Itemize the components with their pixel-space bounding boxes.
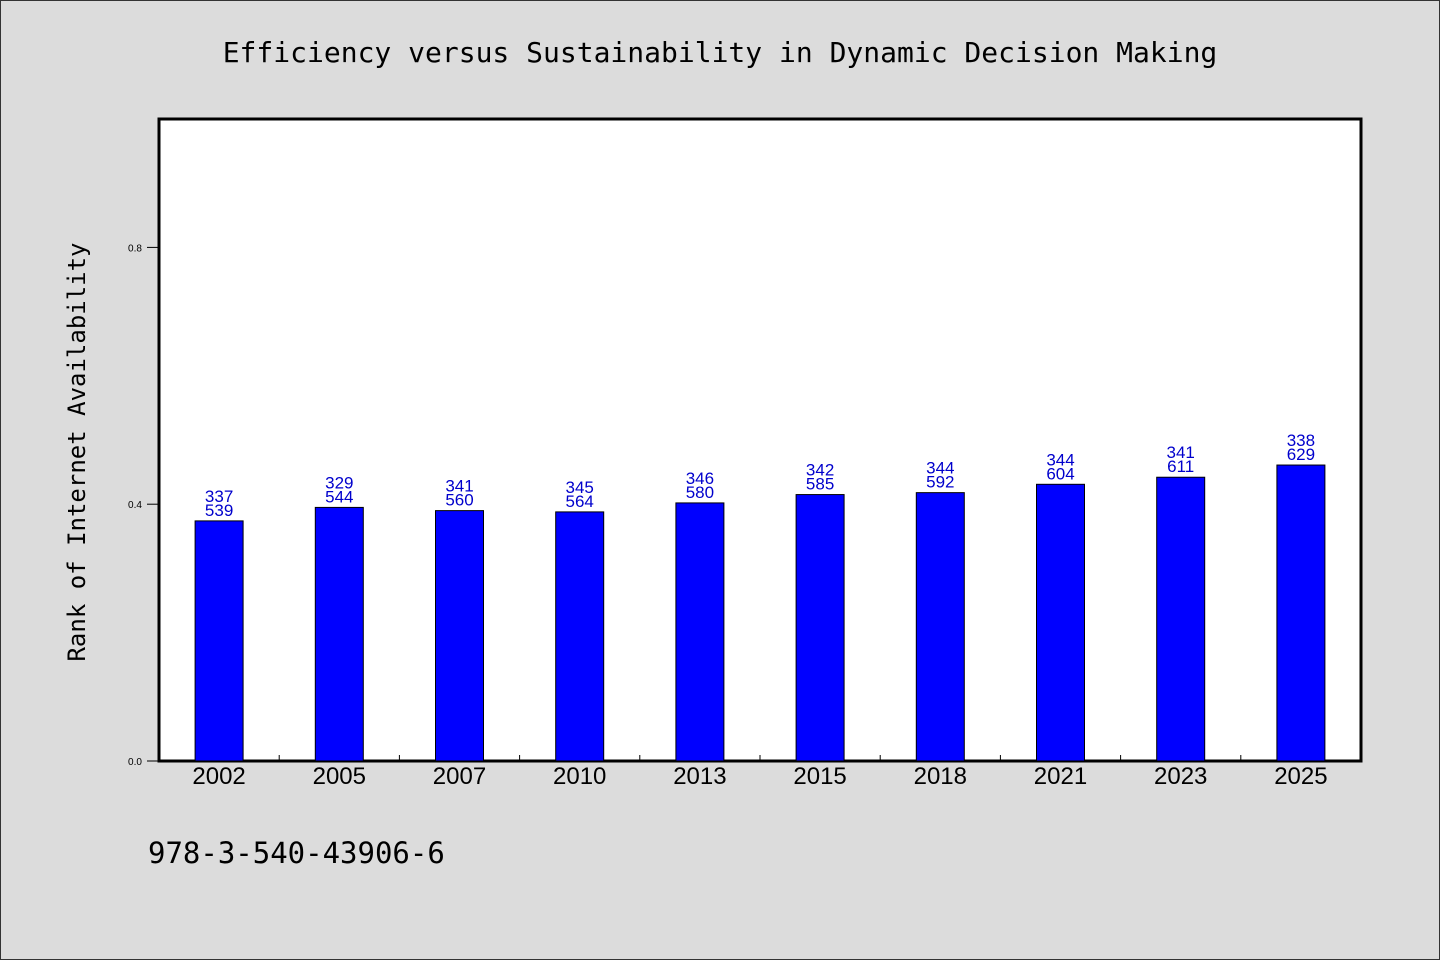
x-tick-label: 2013 (673, 763, 726, 790)
bar (1036, 483, 1085, 762)
bar (675, 502, 725, 762)
bar (435, 510, 484, 762)
data-label-top: 329 (325, 473, 353, 492)
data-label-bottom: 564 (566, 492, 594, 511)
x-tick-label: 2007 (433, 763, 486, 790)
data-labels: 3375393295443415603455643465803425853445… (205, 431, 1315, 520)
data-label-top: 341 (445, 477, 473, 496)
bar-series (194, 464, 1326, 762)
bar (795, 494, 845, 762)
x-tick-label: 2021 (1034, 763, 1087, 790)
x-tick-label: 2010 (553, 763, 606, 790)
y-tick-label: 0.0 (128, 757, 142, 768)
data-label-bottom: 580 (686, 483, 714, 502)
bar (1276, 464, 1326, 762)
data-label-bottom: 629 (1287, 445, 1315, 464)
y-axis-ticks: 0.0 0.4 0.8 (128, 243, 159, 768)
x-tick-label: 2018 (914, 763, 967, 790)
x-axis-ticks: 2002 2005 2007 2010 2013 2015 2018 2021 2023 2025 (192, 755, 1328, 790)
data-label-bottom: 560 (445, 491, 473, 510)
bar (1156, 476, 1206, 762)
data-label-top: 337 (205, 487, 233, 506)
data-label-bottom: 544 (325, 487, 353, 506)
data-label-bottom: 604 (1046, 464, 1074, 483)
footer-isbn: 978-3-540-43906-6 (148, 836, 445, 870)
data-label-top: 346 (686, 469, 714, 488)
data-label-top: 345 (566, 478, 594, 497)
chart-title: Efficiency versus Sustainability in Dyna… (223, 36, 1218, 69)
y-tick-label: 0.4 (128, 500, 142, 511)
data-label-bottom: 592 (926, 473, 954, 492)
y-axis-label: Rank of Internet Availability (63, 242, 91, 661)
data-label-top: 344 (1046, 450, 1074, 469)
x-tick-label: 2015 (793, 763, 846, 790)
data-label-top: 338 (1287, 431, 1315, 450)
data-label-top: 341 (1167, 443, 1195, 462)
x-tick-label: 2005 (313, 763, 366, 790)
bar (194, 520, 244, 762)
data-label-bottom: 611 (1167, 457, 1194, 476)
x-tick-label: 2023 (1154, 763, 1207, 790)
x-tick-label: 2002 (192, 763, 245, 790)
x-tick-label: 2025 (1274, 763, 1327, 790)
bar (555, 511, 605, 762)
data-label-top: 342 (806, 461, 834, 480)
data-label-bottom: 585 (806, 475, 834, 494)
data-label-bottom: 539 (205, 501, 233, 520)
data-label-top: 344 (926, 459, 954, 478)
y-tick-label: 0.8 (128, 243, 142, 254)
bar (314, 506, 364, 762)
bar (915, 492, 965, 762)
